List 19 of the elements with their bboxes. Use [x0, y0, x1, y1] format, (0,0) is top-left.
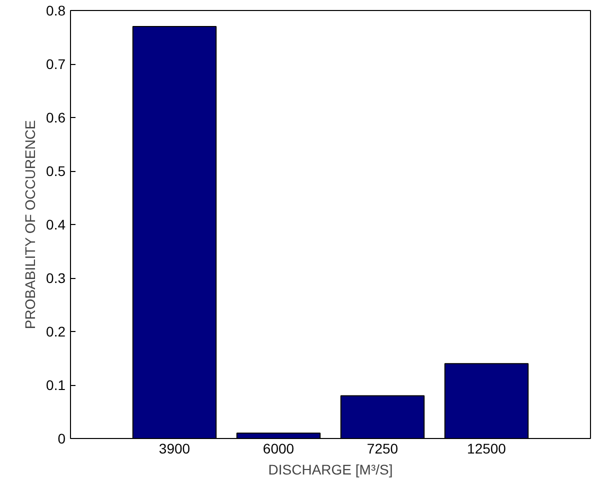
bar: [132, 26, 217, 438]
y-tick-label: 0: [58, 430, 66, 446]
y-tick-label: 0.3: [46, 270, 66, 286]
bar: [444, 363, 529, 438]
y-tick-label: 0.4: [46, 216, 66, 232]
y-tick-label: 0.8: [46, 2, 66, 18]
y-tick-label: 0.7: [46, 56, 66, 72]
bar: [236, 432, 321, 438]
bar: [340, 395, 425, 438]
x-axis-title: DISCHARGE [M³/S]: [268, 462, 393, 478]
y-tick-label: 0.2: [46, 324, 66, 340]
x-tick-label: 3900: [158, 440, 190, 456]
x-tick-label: 12500: [467, 440, 506, 456]
y-tick-label: 0.6: [46, 110, 66, 126]
y-tick-label: 0.1: [46, 377, 66, 393]
y-tick-label: 0.5: [46, 163, 66, 179]
x-tick-label: 6000: [262, 440, 294, 456]
y-axis-title: PROBABILITY OF OCCURENCE: [22, 120, 38, 330]
x-tick-label: 7250: [366, 440, 398, 456]
